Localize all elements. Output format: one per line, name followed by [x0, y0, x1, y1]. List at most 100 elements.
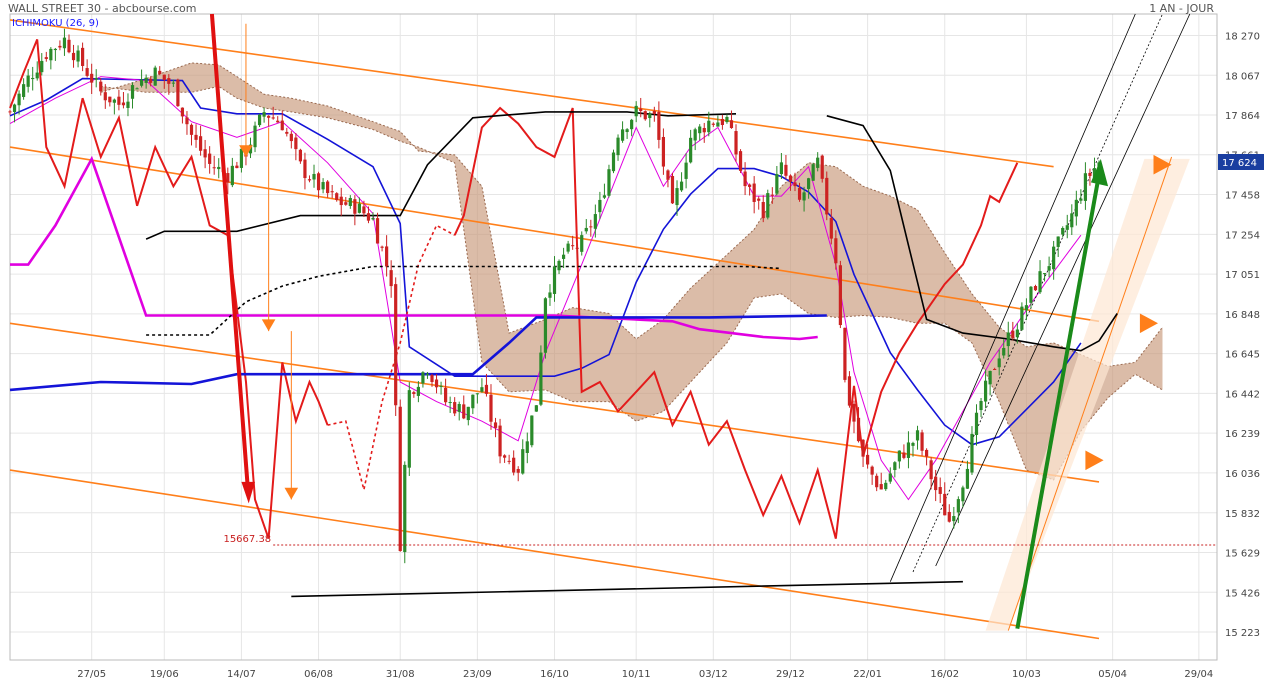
candle-up	[1056, 236, 1060, 247]
series-chikou-dotted	[327, 224, 456, 490]
x-tick-label: 31/08	[386, 669, 415, 680]
candle-up	[416, 386, 420, 396]
candle-up	[684, 162, 688, 179]
x-tick-label: 23/09	[463, 669, 492, 680]
candle-down	[326, 181, 330, 194]
candle-up	[35, 72, 39, 79]
candle-down	[289, 133, 293, 142]
candle-up	[1052, 246, 1056, 270]
candle-up	[557, 260, 561, 271]
candle-down	[99, 81, 103, 92]
candle-down	[185, 117, 189, 125]
candle-up	[1006, 332, 1010, 347]
candle-up	[779, 162, 783, 175]
candle-up	[171, 82, 175, 84]
orange-arrow-head	[261, 319, 276, 332]
candle-down	[81, 47, 85, 66]
candle-down	[489, 394, 493, 422]
candle-down	[162, 74, 166, 80]
candle-down	[208, 153, 212, 164]
y-tick-label: 17 051	[1225, 270, 1260, 281]
candle-down	[788, 175, 793, 182]
red-arrow-shaft	[209, 13, 251, 494]
orange-target-arrow	[1153, 154, 1172, 175]
candle-up	[906, 442, 911, 458]
candle-down	[453, 402, 457, 414]
candle-up	[961, 487, 965, 502]
candle-up	[407, 390, 411, 468]
fan-black-line	[912, 13, 1163, 573]
candle-up	[979, 400, 983, 411]
candle-down	[389, 270, 393, 287]
candle-up	[1024, 305, 1029, 311]
candle-down	[652, 110, 656, 114]
step-black-dotted	[146, 265, 782, 336]
candle-down	[670, 175, 675, 204]
candle-down	[1033, 286, 1038, 291]
candle-up	[956, 499, 960, 513]
plot-frame	[9, 13, 1218, 661]
candle-down	[103, 92, 107, 101]
candle-down	[71, 52, 76, 61]
candle-down	[516, 468, 520, 473]
channel-line-upper	[9, 19, 1054, 168]
candle-down	[276, 120, 280, 123]
candle-down	[879, 484, 883, 490]
candle-up	[371, 218, 375, 220]
candle-up	[448, 402, 452, 404]
candle-up	[897, 450, 901, 462]
candle-up	[552, 266, 557, 294]
candle-down	[444, 387, 448, 403]
candle-down	[430, 375, 434, 382]
orange-target-arrow	[1139, 313, 1158, 334]
candle-up	[602, 195, 607, 198]
candle-down	[661, 136, 666, 167]
candle-down	[335, 193, 339, 200]
candle-down	[770, 194, 774, 196]
y-tick-label: 18 067	[1225, 71, 1260, 82]
candle-down	[870, 466, 874, 475]
candle-down	[285, 131, 289, 134]
candle-down	[639, 108, 643, 112]
candle-up	[911, 442, 915, 446]
y-tick-label: 17 458	[1225, 190, 1260, 201]
support-trendline	[291, 580, 963, 598]
candle-up	[1092, 168, 1097, 179]
candle-down	[339, 196, 343, 206]
min-annotation-label: 15667.38	[223, 534, 271, 545]
orange-arrow-head	[284, 487, 299, 500]
y-tick-label: 15 832	[1225, 509, 1260, 520]
y-tick-label: 17 864	[1225, 111, 1260, 122]
candle-down	[847, 376, 852, 406]
candle-up	[725, 116, 729, 123]
chart-header-title: WALL STREET 30 - abcbourse.com	[8, 2, 197, 15]
candle-down	[108, 96, 112, 103]
series-chikou-2	[453, 106, 1019, 539]
x-tick-label: 05/04	[1098, 669, 1127, 680]
candle-down	[167, 78, 171, 84]
candle-down	[934, 476, 938, 491]
candle-down	[462, 404, 466, 419]
candle-down	[711, 123, 715, 125]
candle-down	[203, 149, 207, 158]
candle-up	[988, 370, 992, 385]
y-tick-label: 15 629	[1225, 549, 1260, 560]
candle-down	[271, 117, 275, 119]
candle-up	[1002, 347, 1006, 356]
candle-down	[366, 213, 371, 221]
candle-down	[375, 218, 380, 244]
candle-up	[915, 430, 920, 441]
candle-up	[1079, 198, 1083, 201]
candle-up	[952, 516, 956, 522]
series-tenkan	[9, 76, 1082, 501]
channel-line-mid-lower	[9, 322, 1100, 483]
chart-period-label: 1 AN - JOUR	[1149, 2, 1214, 15]
candle-down	[298, 149, 303, 162]
candle-down	[189, 124, 194, 135]
candle-down	[180, 107, 185, 117]
candle-up	[321, 182, 325, 190]
candle-up	[62, 37, 67, 49]
candle-up	[598, 199, 602, 213]
candle-down	[362, 206, 366, 214]
candle-down	[316, 173, 321, 191]
